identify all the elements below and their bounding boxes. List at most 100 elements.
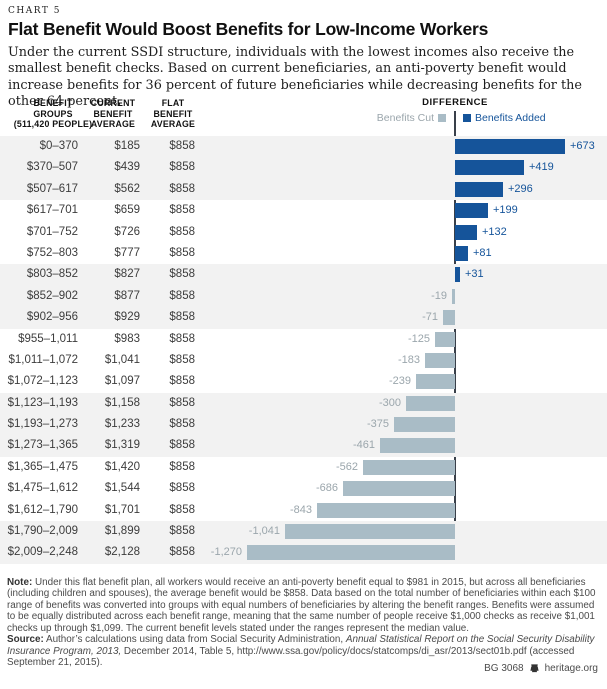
difference-value-label: -686 — [315, 482, 338, 495]
current-benefit-cell: $1,701 — [104, 503, 140, 516]
benefits-added-swatch-icon — [463, 113, 471, 122]
header-line: BENEFIT — [33, 98, 73, 108]
benefit-group-cell: $1,123–1,193 — [7, 396, 78, 409]
header-line: FLAT — [161, 98, 185, 108]
header-line: CURRENT — [90, 98, 136, 108]
benefit-group-cell: $1,273–1,365 — [7, 439, 78, 452]
flat-benefit-cell: $858 — [169, 225, 195, 238]
current-benefit-cell: $659 — [114, 204, 140, 217]
difference-bar-cell: -183 — [195, 350, 607, 371]
flat-benefit-cell: $858 — [169, 503, 195, 516]
benefit-group-cell: $1,072–1,123 — [7, 375, 78, 388]
header-line: AVERAGE — [150, 119, 196, 129]
table-row: $803–852 $827 $858 +31 — [0, 264, 607, 286]
difference-bar — [455, 139, 565, 154]
current-benefit-cell: $439 — [114, 161, 140, 174]
difference-bar — [380, 438, 455, 454]
table-row: $701–752 $726 $858 +132 — [0, 222, 607, 243]
current-benefit-cell: $2,128 — [104, 546, 140, 559]
flat-benefit-cell: $858 — [169, 525, 195, 538]
difference-bar — [425, 352, 455, 368]
difference-bar — [343, 481, 455, 497]
current-benefit-cell: $777 — [114, 246, 140, 259]
benefit-group-cell: $852–902 — [26, 289, 78, 302]
difference-bar — [394, 417, 455, 433]
current-benefit-cell: $1,319 — [104, 439, 140, 452]
difference-bar — [455, 160, 524, 176]
benefit-group-cell: $1,011–1,072 — [8, 353, 79, 366]
note-text: Note: Under this flat benefit plan, all … — [7, 577, 601, 669]
benefit-group-cell: $1,475–1,612 — [7, 482, 78, 495]
flat-benefit-cell: $858 — [169, 204, 195, 217]
legend-added-label: Benefits Added — [475, 112, 546, 124]
difference-bar — [455, 267, 460, 283]
difference-bar-cell: +132 — [195, 222, 607, 243]
benefit-group-cell: $507–617 — [26, 182, 78, 195]
difference-value-label: -19 — [431, 289, 447, 302]
page-title: Flat Benefit Would Boost Benefits for Lo… — [8, 19, 489, 39]
chart-subtitle: Under the current SSDI structure, indivi… — [8, 45, 582, 110]
current-benefit-cell: $877 — [114, 289, 140, 302]
current-benefit-cell: $1,899 — [104, 525, 140, 538]
benefit-group-cell: $1,193–1,273 — [7, 418, 78, 431]
table-row: $2,009–2,248 $2,128 $858 -1,270 — [0, 542, 607, 564]
table-row: $1,365–1,475 $1,420 $858 -562 — [0, 457, 607, 478]
flat-benefit-cell: $858 — [169, 418, 195, 431]
flat-benefit-cell: $858 — [169, 396, 195, 409]
current-benefit-cell: $1,041 — [104, 353, 140, 366]
difference-value-label: +199 — [493, 204, 518, 217]
difference-bar — [455, 224, 477, 240]
flat-benefit-cell: $858 — [169, 439, 195, 452]
difference-value-label: +132 — [482, 225, 507, 238]
benefit-group-cell: $701–752 — [26, 225, 78, 238]
difference-bar-cell: +296 — [195, 179, 607, 200]
difference-bar-cell: -125 — [195, 329, 607, 350]
report-id: BG 3068 — [484, 663, 524, 674]
table-row: $1,790–2,009 $1,899 $858 -1,041 — [0, 521, 607, 543]
benefit-group-cell: $1,790–2,009 — [7, 525, 78, 538]
difference-bar — [406, 395, 455, 411]
flat-benefit-cell: $858 — [169, 375, 195, 388]
difference-bar — [247, 545, 455, 561]
header-line: BENEFIT — [93, 108, 133, 119]
header-line: (511,420 PEOPLE) — [13, 119, 93, 129]
benefit-group-cell: $0–370 — [39, 140, 78, 152]
difference-value-label: +296 — [508, 182, 533, 195]
benefit-group-cell: $2,009–2,248 — [7, 546, 78, 559]
current-benefit-cell: $726 — [114, 225, 140, 238]
table-row: $370–507 $439 $858 +419 — [0, 157, 607, 179]
difference-bar-cell: -843 — [195, 500, 607, 521]
header-line: AVERAGE — [90, 119, 136, 129]
flat-benefit-cell: $858 — [169, 460, 195, 473]
table-row: $1,193–1,273 $1,233 $858 -375 — [0, 414, 607, 436]
difference-bar-cell: -300 — [195, 393, 607, 414]
note-label: Note: — [7, 577, 33, 588]
difference-bar-cell: +81 — [195, 243, 607, 264]
heritage-logo-icon — [530, 664, 539, 673]
difference-bar — [455, 203, 488, 219]
benefit-group-cell: $617–701 — [26, 204, 78, 217]
current-benefit-cell: $185 — [114, 140, 140, 152]
difference-bar-cell: +199 — [195, 200, 607, 221]
benefit-group-cell: $902–956 — [26, 311, 78, 324]
table-row: $1,612–1,790 $1,701 $858 -843 — [0, 500, 607, 521]
difference-value-label: -239 — [388, 375, 411, 388]
current-benefit-cell: $827 — [114, 268, 140, 281]
flat-benefit-cell: $858 — [169, 546, 195, 559]
difference-value-label: -71 — [422, 311, 438, 324]
difference-bar-cell: -375 — [195, 414, 607, 435]
table-row: $902–956 $929 $858 -71 — [0, 307, 607, 329]
table-rows: $0–370 $185 $858 +673 $370–507 $439 $858… — [0, 136, 607, 564]
table-row: $507–617 $562 $858 +296 — [0, 178, 607, 201]
difference-value-label: -461 — [352, 439, 375, 452]
table-row: $617–701 $659 $858 +199 — [0, 200, 607, 221]
benefit-group-cell: $1,365–1,475 — [7, 460, 78, 473]
column-header-difference: DIFFERENCE — [422, 97, 488, 108]
legend-benefits-cut: Benefits Cut — [377, 112, 446, 124]
table-row: $1,273–1,365 $1,319 $858 -461 — [0, 435, 607, 457]
current-benefit-cell: $1,233 — [104, 418, 140, 431]
table-row: $1,123–1,193 $1,158 $858 -300 — [0, 392, 607, 415]
flat-benefit-cell: $858 — [169, 268, 195, 281]
source-post: December 2014, Table 5, http://www.ssa.g… — [7, 645, 575, 669]
